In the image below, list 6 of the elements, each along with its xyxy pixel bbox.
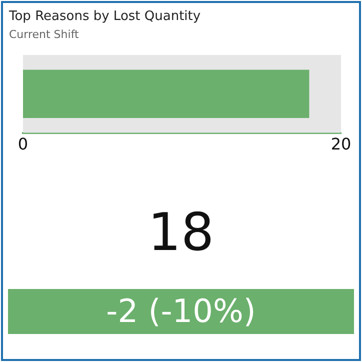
x-tick-label: 0	[18, 134, 28, 154]
chart-title: Top Reasons by Lost Quantity	[9, 9, 201, 24]
chart-subtitle: Current Shift	[9, 28, 79, 41]
text: -2 (-10%)	[8, 289, 354, 334]
text: 18	[146, 203, 216, 263]
x-tick-label: 20	[330, 134, 352, 154]
